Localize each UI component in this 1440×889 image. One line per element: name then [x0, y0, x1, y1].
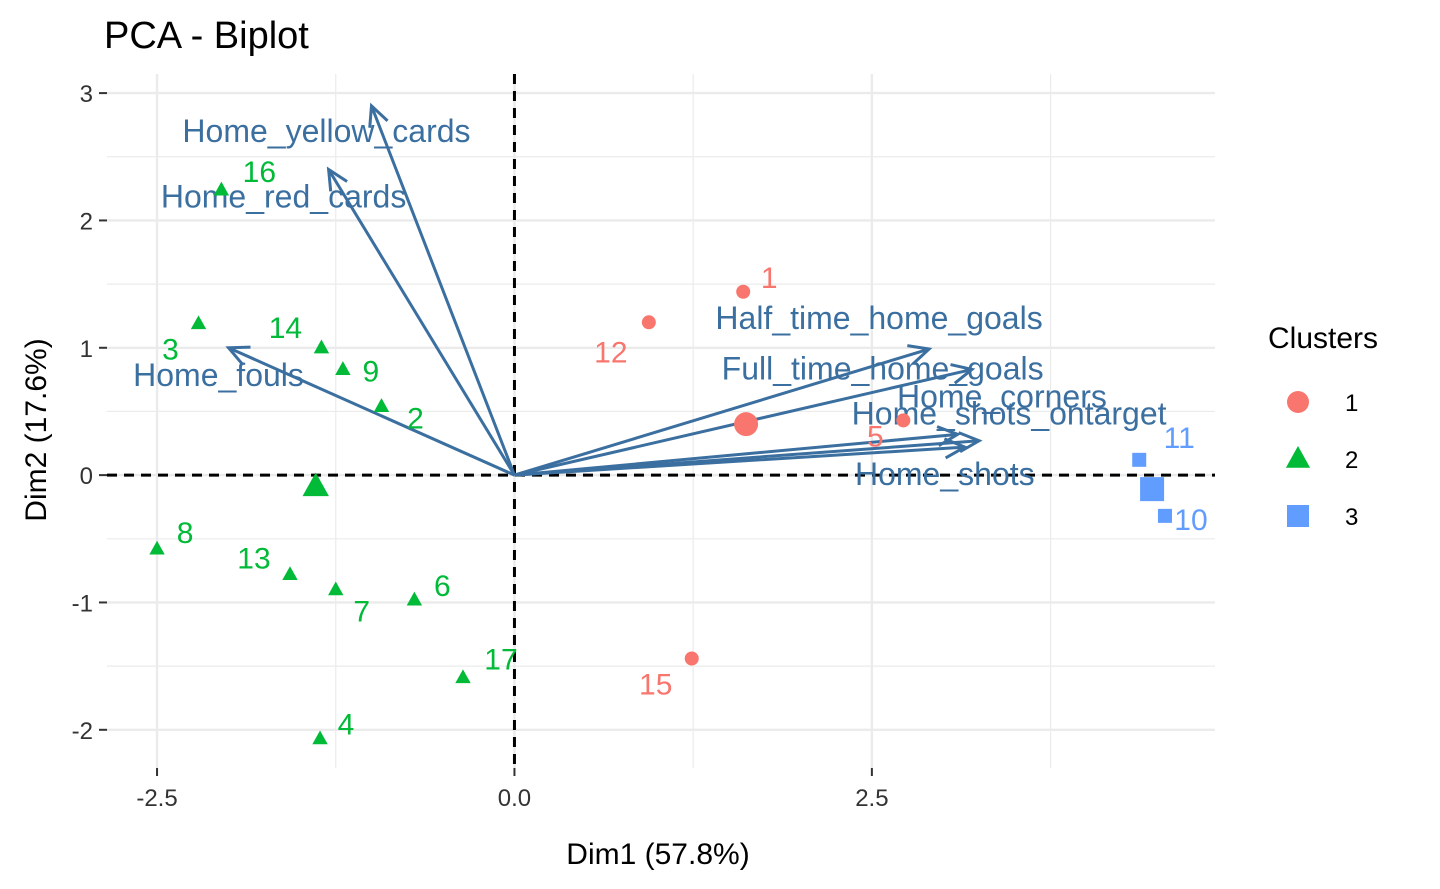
data-point [335, 361, 351, 376]
cluster-centroid [734, 412, 759, 437]
point-label: 9 [363, 355, 380, 388]
point-label: 17 [484, 644, 517, 677]
variable-label: Home_shots_ontarget [852, 396, 1167, 432]
data-point [455, 669, 471, 684]
y-tick-label: 1 [80, 336, 93, 363]
variable-label: Half_time_home_goals [715, 300, 1042, 336]
point-label: 10 [1174, 504, 1207, 537]
variable-label: Home_shots [855, 456, 1035, 492]
variable-label: Home_yellow_cards [182, 113, 470, 149]
point-label: 15 [639, 668, 672, 701]
y-tick-label: -1 [72, 590, 93, 617]
point-label: 8 [177, 517, 194, 550]
reference-lines [107, 74, 1215, 768]
grid [107, 74, 1215, 768]
data-point [1132, 452, 1147, 467]
variable-arrow-head [958, 431, 983, 454]
data-point [313, 339, 330, 354]
legend-label: 3 [1345, 504, 1358, 531]
variable-arrow-head [950, 363, 976, 385]
data-point [328, 581, 344, 596]
data-point [736, 284, 751, 299]
data-point [190, 315, 207, 330]
legend: Clusters 1 2 3 [1268, 322, 1378, 531]
point-label: 6 [434, 570, 451, 603]
y-axis-title: Dim2 (17.6%) [20, 338, 53, 521]
legend-label: 1 [1345, 390, 1358, 417]
x-tick-label: -2.5 [136, 785, 177, 812]
data-point [1157, 508, 1172, 523]
point-label: 3 [162, 334, 179, 367]
data-point [641, 315, 656, 330]
data-point [213, 181, 230, 196]
variable-arrow-head [907, 344, 933, 366]
legend-key [1287, 505, 1309, 527]
legend-label: 2 [1345, 447, 1358, 474]
point-label: 1 [761, 262, 778, 295]
y-tick-label: 0 [80, 463, 93, 490]
legend-title: Clusters [1268, 322, 1378, 355]
variable-label: Home_red_cards [161, 179, 406, 215]
y-tick-label: -2 [72, 718, 93, 745]
point-label: 7 [353, 596, 370, 629]
x-tick-label: 0.0 [498, 785, 531, 812]
variable-arrow-head [225, 345, 251, 366]
data-point [373, 398, 390, 412]
data-point [896, 413, 911, 428]
variable-label: Home_fouls [133, 357, 304, 393]
data-point [149, 540, 165, 555]
variable-arrow [227, 346, 516, 477]
x-axis-title: Dim1 (57.8%) [566, 838, 749, 871]
legend-key [1285, 446, 1311, 468]
point-label: 13 [237, 542, 270, 575]
legend-key [1287, 391, 1309, 413]
variable-label: Full_time_home_goals [722, 350, 1044, 386]
x-tick-label: 2.5 [855, 785, 888, 812]
variable-arrow [370, 105, 516, 476]
variable-arrow [514, 347, 930, 477]
point-label: 5 [867, 420, 884, 453]
data-point [282, 566, 298, 581]
variable-arrow [327, 168, 516, 476]
point-label: 2 [407, 402, 424, 435]
variable-arrow-head [943, 437, 969, 460]
chart-title: PCA - Biplot [104, 15, 309, 57]
point-label: 14 [269, 312, 302, 345]
point-label: 16 [243, 156, 276, 189]
variable-arrows: Home_yellow_cards Home_red_cards Home_foul… [133, 102, 1167, 492]
data-point [684, 651, 699, 666]
variable-arrow-head [368, 102, 389, 128]
variable-label: Home_corners [897, 378, 1107, 414]
cluster-centroid [1140, 477, 1165, 502]
individual-points: 1 12 5 15 16 3 14 92 8 13 7 6 17 4 11 10 [149, 156, 1208, 745]
point-label: 12 [594, 336, 627, 369]
y-tick-label: 2 [80, 208, 93, 235]
variable-arrow [514, 445, 965, 477]
y-tick-label: 3 [80, 81, 93, 108]
data-point [312, 730, 328, 745]
point-label: 11 [1164, 422, 1195, 455]
point-label: 4 [338, 709, 355, 742]
variable-arrow-head [326, 166, 348, 192]
data-point [406, 591, 423, 606]
cluster-centroid [302, 472, 329, 497]
